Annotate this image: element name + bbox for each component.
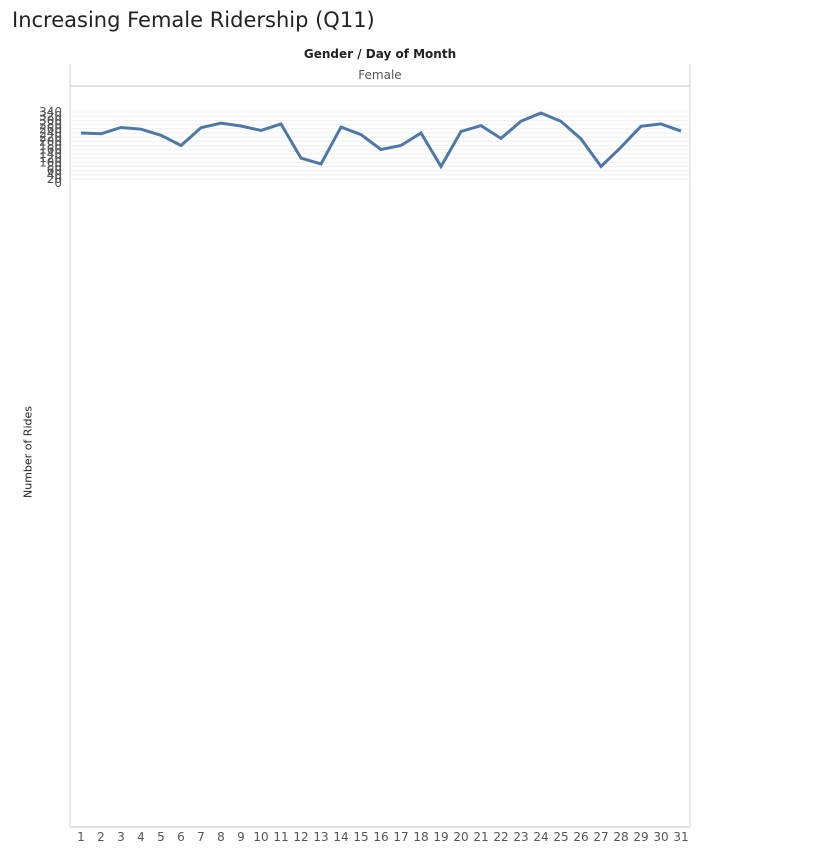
x-tick-label: 20 (453, 830, 468, 844)
y-tick-label: 280 (39, 118, 62, 132)
column-header: Gender / Day of Month (303, 47, 457, 61)
x-tick-label: 30 (653, 830, 668, 844)
y-tick-label: 20 (47, 172, 62, 186)
y-tick-label: 340 (39, 105, 62, 119)
y-tick-label: 200 (39, 134, 62, 148)
x-tick-label: 21 (473, 830, 488, 844)
chart-title: Increasing Female Ridership (Q11) (12, 8, 375, 32)
x-tick-label: 16 (373, 830, 388, 844)
y-tick-label: 180 (39, 139, 62, 153)
x-tick-label: 31 (673, 830, 688, 844)
x-tick-label: 4 (137, 830, 145, 844)
x-tick-label: 18 (413, 830, 428, 844)
x-tick-label: 3 (117, 830, 125, 844)
x-tick-label: 23 (513, 830, 528, 844)
x-tick-label: 2 (97, 830, 105, 844)
x-tick-label: 7 (197, 830, 205, 844)
x-tick-label: 12 (293, 830, 308, 844)
x-tick-label: 27 (593, 830, 608, 844)
x-tick-label: 6 (177, 830, 185, 844)
panel-label: Female (358, 68, 402, 82)
y-tick-label: 100 (39, 155, 62, 169)
y-tick-label: 300 (39, 113, 62, 127)
y-tick-label: 60 (47, 164, 62, 178)
x-tick-label: 28 (613, 830, 628, 844)
y-tick-label: 260 (39, 122, 62, 136)
x-tick-label: 8 (217, 830, 225, 844)
x-tick-label: 22 (493, 830, 508, 844)
x-tick-label: 26 (573, 830, 588, 844)
y-tick-label: 120 (39, 151, 62, 165)
x-tick-label: 24 (533, 830, 548, 844)
y-tick-label: 220 (39, 130, 62, 144)
y-tick-label: 40 (47, 168, 62, 182)
y-tick-label: 320 (39, 109, 62, 123)
y-tick-label: 160 (39, 143, 62, 157)
y-tick-label: 240 (39, 126, 62, 140)
x-tick-label: 15 (353, 830, 368, 844)
x-tick-label: 9 (237, 830, 245, 844)
x-tick-label: 29 (633, 830, 648, 844)
y-tick-label: 0 (54, 176, 62, 190)
y-tick-label: 140 (39, 147, 62, 161)
x-tick-label: 13 (313, 830, 328, 844)
x-tick-label: 14 (333, 830, 348, 844)
x-tick-label: 25 (553, 830, 568, 844)
y-tick-label: 80 (47, 159, 62, 173)
x-tick-label: 1 (77, 830, 85, 844)
x-tick-label: 19 (433, 830, 448, 844)
x-tick-label: 11 (273, 830, 288, 844)
x-tick-label: 17 (393, 830, 408, 844)
x-tick-label: 10 (253, 830, 268, 844)
x-tick-label: 5 (157, 830, 165, 844)
